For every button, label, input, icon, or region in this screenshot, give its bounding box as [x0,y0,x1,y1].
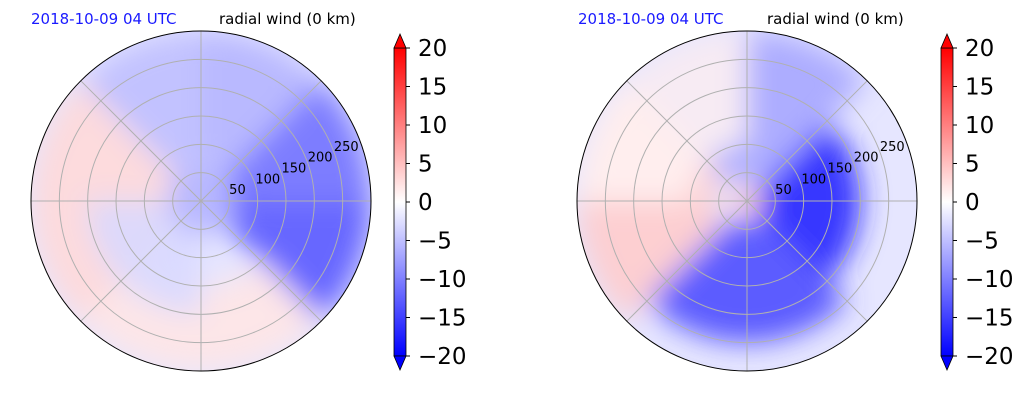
colorbar-tick-label: −10 [418,267,467,293]
polar-panel-left: 2018-10-09 04 UTC radial wind (0 km) 501… [30,10,467,372]
polar-grid [576,30,918,372]
colorbar-tick-label: −10 [965,267,1014,293]
polar-panel-right: 2018-10-09 04 UTC radial wind (0 km) 501… [576,10,1014,372]
radial-tick-label: 50 [229,183,246,198]
panel-variable-title: radial wind (0 km) [767,10,904,28]
colorbar-tick-label: −5 [418,229,452,255]
grid-spoke [626,80,748,202]
grid-spoke [626,200,748,322]
panel-variable-title: radial wind (0 km) [219,10,356,28]
colorbar-extend-max [393,32,407,49]
radial-tick-label: 250 [880,140,905,155]
panel-date-title: 2018-10-09 04 UTC [31,10,177,28]
grid-spoke [200,80,322,202]
colorbar-tick-label: 20 [965,36,994,62]
colorbar-gradient [393,47,407,357]
grid-spoke [746,200,868,322]
colorbar-tick-label: −5 [965,229,999,255]
colorbar-tick-label: 10 [965,113,994,139]
radial-tick-label: 250 [334,140,359,155]
colorbar-tick-label: 5 [418,152,433,178]
colorbar-tick-label: −20 [418,344,467,370]
colorbar-tick-label: 15 [965,75,994,101]
radial-tick-label: 50 [775,183,792,198]
colorbar: −20 −15 −10 −5 0 5 10 15 20 [393,32,467,372]
radial-tick-label: 150 [282,161,307,176]
radial-tick-label: 100 [801,172,826,187]
polar-outline [30,30,372,372]
colorbar-tick-label: 20 [418,36,447,62]
polar-grid [30,30,372,372]
grid-spoke [746,80,868,202]
colorbar-tick-label: 0 [418,190,433,216]
radial-tick-label: 200 [308,151,333,166]
colorbar-extend-max [940,32,954,49]
colorbar-extend-min [940,355,954,372]
radial-tick-label: 100 [255,172,280,187]
colorbar-tick-label: 10 [418,113,447,139]
colorbar-tick-label: 5 [965,152,980,178]
polar-outline [576,30,918,372]
colorbar-tick-label: −20 [965,344,1014,370]
colorbar-tick-label: 15 [418,75,447,101]
grid-spoke [200,200,322,322]
colorbar-tick-label: −15 [965,306,1014,332]
colorbar-tick-label: −15 [418,306,467,332]
radial-tick-label: 200 [854,151,879,166]
grid-spoke [80,200,202,322]
grid-spoke [80,80,202,202]
colorbar-tick-label: 0 [965,190,980,216]
colorbar-extend-min [393,355,407,372]
colorbar: −20 −15 −10 −5 0 5 10 15 20 [940,32,1014,372]
panel-date-title: 2018-10-09 04 UTC [578,10,724,28]
colorbar-gradient [940,47,954,357]
radial-tick-label: 150 [828,161,853,176]
